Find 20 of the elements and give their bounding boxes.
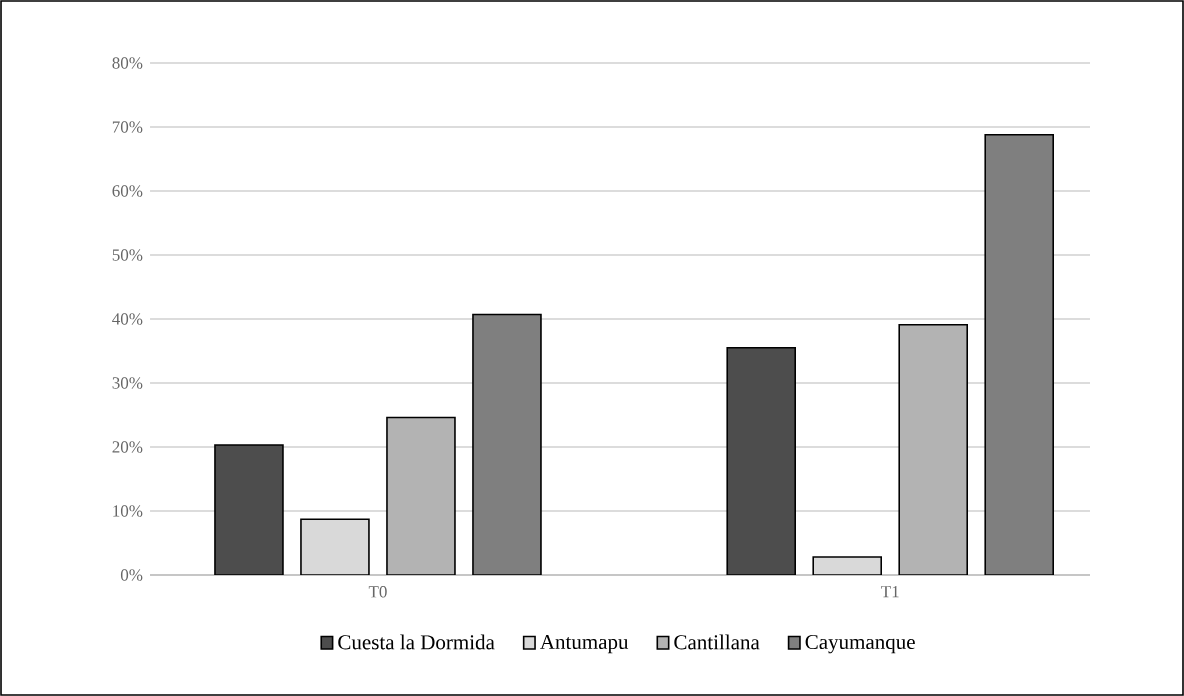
y-tick-label: 70% bbox=[112, 121, 143, 133]
y-tick-label: 10% bbox=[113, 505, 143, 517]
y-tick-label: 40% bbox=[112, 313, 143, 325]
bar bbox=[214, 444, 284, 575]
bar bbox=[726, 346, 797, 575]
legend-label: Antumapu bbox=[540, 634, 629, 654]
y-tick-label: 50% bbox=[112, 249, 143, 261]
bar bbox=[984, 133, 1055, 575]
y-tick-label: 20% bbox=[112, 441, 143, 453]
y-tick-label: 30% bbox=[112, 377, 143, 389]
legend-label: Cayumanque bbox=[805, 634, 915, 654]
bar bbox=[300, 518, 370, 575]
y-tick-label: 0% bbox=[120, 569, 143, 581]
y-tick-label: 60% bbox=[112, 185, 143, 197]
bar bbox=[472, 313, 542, 575]
x-tick-label: T1 bbox=[881, 586, 899, 598]
legend-label: Cuesta la Dormida bbox=[338, 634, 495, 650]
x-tick-label: T0 bbox=[368, 586, 387, 598]
y-tick-label: 80% bbox=[112, 57, 143, 69]
legend-label: Cantillana bbox=[674, 634, 760, 650]
